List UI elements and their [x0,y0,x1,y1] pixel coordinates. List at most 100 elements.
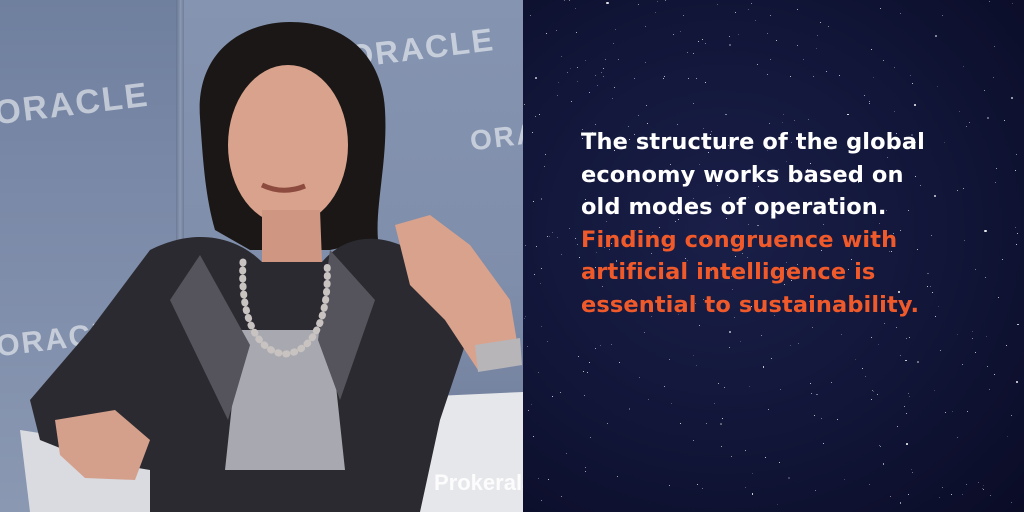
star [840,334,842,335]
star [744,450,746,451]
star [961,494,963,495]
star [879,8,881,10]
star [557,237,559,239]
star [757,186,759,188]
star [679,30,681,32]
star [557,95,559,96]
star [704,82,706,84]
star [594,123,596,125]
star [895,133,897,135]
star [878,444,880,446]
star [638,3,640,5]
star [908,337,910,339]
star [728,43,731,47]
star [686,260,688,262]
star [880,445,882,447]
star [828,25,830,27]
star [609,249,610,251]
star [604,59,606,61]
star [965,483,967,485]
star [927,285,928,287]
star [549,236,551,237]
star [989,389,991,391]
star [677,313,679,315]
star [937,306,939,308]
star [912,82,914,84]
star [832,199,833,201]
star [546,340,548,342]
photo-credit: Prokerala [434,470,523,495]
raised-hand [395,215,520,370]
star [540,198,543,200]
star [546,235,548,237]
star [575,32,577,34]
star [883,60,885,62]
star [588,361,590,363]
star [540,500,542,502]
star [899,12,901,14]
star [929,286,931,288]
star [692,355,694,357]
star [905,359,907,362]
star [919,138,921,140]
star [672,33,674,35]
star [944,142,946,144]
star [900,230,902,232]
star [790,75,792,77]
star [661,266,663,268]
star [873,77,874,79]
star [760,334,762,336]
star [539,282,541,284]
star [748,197,750,199]
star [964,240,966,242]
star [766,142,768,144]
star [869,484,870,486]
star [876,393,878,395]
star [583,394,585,396]
star [594,75,596,76]
star [707,238,709,240]
star [702,298,705,301]
star [630,299,632,301]
star [526,346,528,348]
star [618,58,620,60]
star [611,242,613,244]
quote-panel: The structure of the global economy work… [523,0,1024,512]
star [646,105,647,107]
star [616,476,618,477]
star [888,140,890,142]
star [937,86,939,87]
star [959,110,961,112]
star [883,323,885,325]
star [957,190,959,192]
star [983,89,985,91]
star [906,443,908,445]
blouse [225,330,345,470]
star [750,2,752,4]
star [1005,345,1007,347]
star [786,160,788,162]
star [699,163,700,165]
star [820,249,822,251]
star [569,0,571,2]
star [842,203,844,205]
star [629,138,631,140]
star [566,453,567,454]
star [657,0,659,2]
star [802,58,804,60]
star [726,218,728,220]
star [932,291,934,293]
star [992,76,994,78]
star [613,87,615,88]
star [704,43,706,45]
star [868,101,870,103]
star [561,254,563,256]
star [780,389,782,391]
star [1014,169,1016,171]
star [903,406,905,407]
star [777,168,779,170]
star [696,364,698,366]
star [653,138,655,140]
star [779,461,781,463]
star [575,8,577,10]
